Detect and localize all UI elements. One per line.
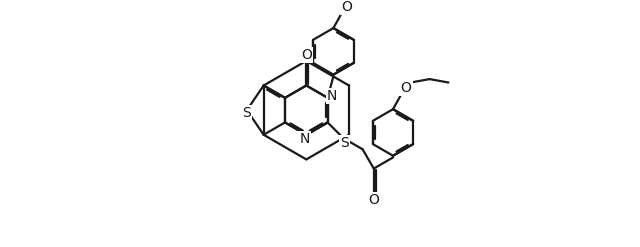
Text: O: O: [368, 193, 379, 207]
Text: N: N: [300, 132, 310, 146]
Text: S: S: [243, 106, 252, 120]
Text: O: O: [301, 48, 312, 62]
Text: N: N: [327, 89, 337, 103]
Text: S: S: [340, 136, 348, 150]
Text: O: O: [341, 0, 352, 14]
Text: O: O: [401, 81, 412, 95]
